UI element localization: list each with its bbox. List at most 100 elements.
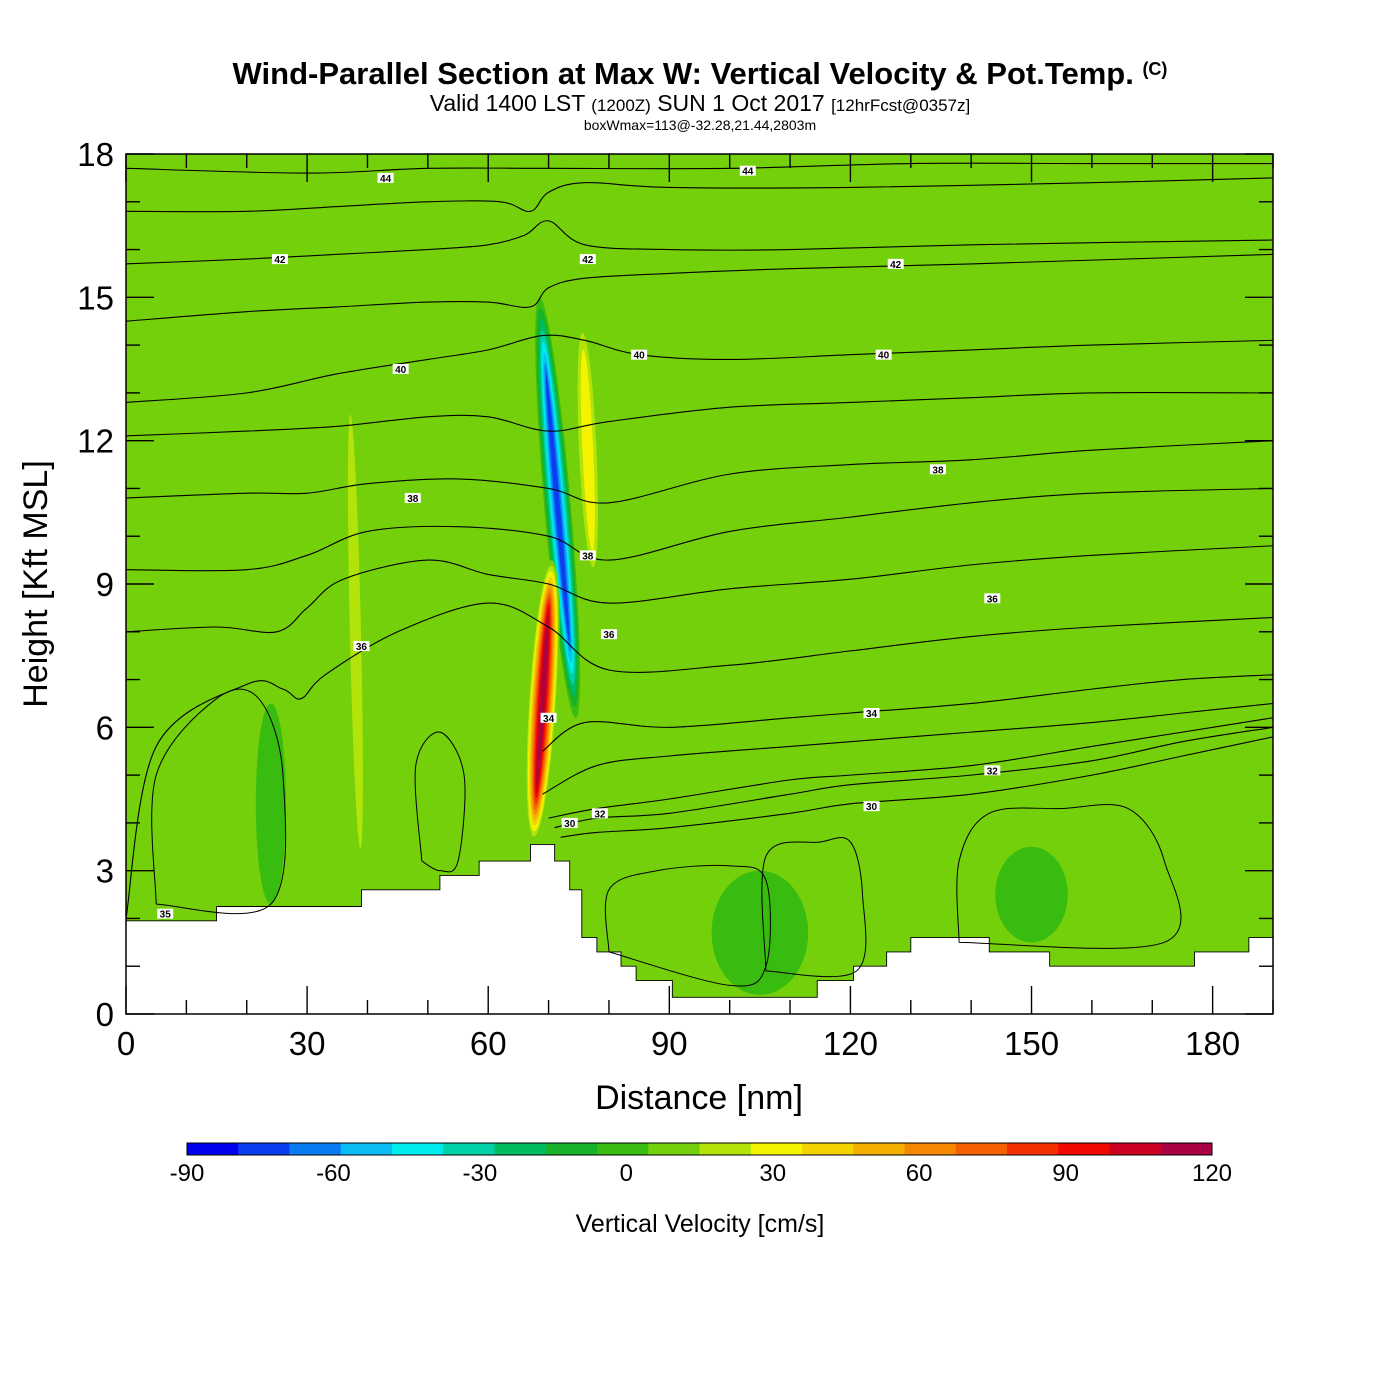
w-level-band-7-1 <box>1096 488 1148 919</box>
contour-label-bg <box>887 258 904 269</box>
contour-label-44: 44 <box>739 165 756 178</box>
contour-label-text: 40 <box>395 365 407 376</box>
contour-label-text: 32 <box>594 809 606 820</box>
colorbar-swatch <box>1160 1143 1213 1155</box>
theta-contour-35 <box>126 602 1273 919</box>
valid-date: SUN 1 Oct 2017 <box>657 90 825 116</box>
colorbar-swatch <box>340 1143 393 1155</box>
contour-label-32: 32 <box>984 765 1001 777</box>
w-level-band-2-2 <box>347 414 363 850</box>
y-tick-label: 12 <box>77 423 114 460</box>
w-feature-updraft-core <box>525 560 560 843</box>
y-tick-label: 18 <box>77 136 114 173</box>
contour-label-30: 30 <box>863 801 880 813</box>
contour-label-text: 38 <box>407 494 419 505</box>
colorbar-tick-labels: -90 -60 -30 0 30 60 90 120 <box>170 1160 1232 1187</box>
contour-label-text: 44 <box>742 167 754 178</box>
x-tick-label: 90 <box>651 1025 688 1062</box>
w-feature-sink-2 <box>711 870 809 995</box>
theta-contour-43 <box>126 177 1273 213</box>
colorbar-swatch <box>853 1143 905 1155</box>
theta-contour-37 <box>126 487 1273 572</box>
contour-label-bg <box>591 808 608 819</box>
colorbar-swatch <box>494 1143 547 1155</box>
contour-label-bg <box>353 641 370 652</box>
contour-label-bg <box>863 708 880 718</box>
contour-label-text: 30 <box>564 819 576 830</box>
w-feature-band-4 <box>685 392 751 919</box>
contour-label-text: 44 <box>380 174 392 185</box>
colorbar-swatch <box>750 1143 803 1155</box>
x-tick-label: 0 <box>117 1025 135 1062</box>
contour-label-42: 42 <box>579 254 596 266</box>
contour-label-text: 38 <box>932 465 944 476</box>
contour-label-30: 30 <box>561 817 578 830</box>
contour-label-35: 35 <box>157 908 174 921</box>
contour-label-bg <box>392 364 409 374</box>
contour-label-34: 34 <box>863 708 880 720</box>
theta-contour-42 <box>126 220 1273 265</box>
contour-label-text: 34 <box>866 709 878 720</box>
contour-label-42: 42 <box>887 258 904 271</box>
w-level-band-3-1 <box>403 297 465 876</box>
velocity-field <box>126 154 1273 1014</box>
x-tick-label: 60 <box>470 1025 507 1062</box>
title-block: Wind-Parallel Section at Max W: Vertical… <box>0 52 1400 133</box>
contour-label-bg <box>875 349 892 360</box>
colorbar-frame <box>186 1142 1213 1156</box>
x-axis-ticks: 0 30 60 90 120 150 180 <box>117 154 1274 1062</box>
theta-contour-39 <box>126 391 1273 437</box>
colorbar-tick-label: 60 <box>906 1160 933 1187</box>
theta-contour-32 <box>548 717 1273 819</box>
colorbar-tick-label: 30 <box>759 1160 786 1187</box>
w-feature-sink-1 <box>255 703 286 905</box>
contour-label-36: 36 <box>984 593 1001 605</box>
contour-label-bg <box>579 254 596 265</box>
w-level-sink-1-1 <box>255 703 286 905</box>
copyright-mark: (C) <box>1142 59 1168 79</box>
contour-label-40: 40 <box>392 364 409 376</box>
contour-label-36: 36 <box>600 629 617 641</box>
contour-label-bg <box>929 464 946 475</box>
velocity-contours <box>151 688 1182 987</box>
w-level-band-5-1 <box>784 345 844 895</box>
colorbar-tick-label: 90 <box>1052 1160 1079 1187</box>
colorbar-swatch <box>904 1143 957 1155</box>
colorbar-tick-label: 120 <box>1192 1160 1232 1187</box>
colorbar-swatch <box>648 1143 700 1155</box>
w-feature-band-2 <box>344 368 367 895</box>
contour-label-bg <box>157 908 174 919</box>
x-tick-label: 120 <box>823 1025 878 1062</box>
w-level-upper-updraft-3 <box>580 349 595 551</box>
w-contour-5 <box>956 803 1182 949</box>
contour-label-text: 36 <box>603 630 615 641</box>
contour-label-text: 30 <box>866 802 878 813</box>
contour-label-bg <box>863 801 880 812</box>
w-feature-band-3 <box>403 297 465 876</box>
x-axis-label: Distance [nm] <box>595 1079 803 1117</box>
w-contour-4 <box>761 837 867 978</box>
w-level-downdraft-core-8 <box>545 374 570 641</box>
forecast-info: [12hrFcst@0357z] <box>831 96 971 115</box>
w-feature-sink-3 <box>995 846 1068 943</box>
w-contour-1 <box>151 688 287 915</box>
contour-label-text: 40 <box>878 351 890 362</box>
colorbar-swatch <box>1058 1143 1110 1155</box>
y-tick-label: 15 <box>77 279 114 316</box>
contour-label-bg <box>271 254 288 265</box>
w-feature-band-7 <box>1096 488 1148 919</box>
theta-contour-31 <box>554 726 1273 829</box>
colorbar-tick-label: 0 <box>620 1160 633 1187</box>
contour-label-bg <box>540 712 557 723</box>
theta-contour-40 <box>126 334 1273 403</box>
colorbar-swatch <box>238 1143 290 1155</box>
box-wmax-info: boxWmax=113@-32.28,21.44,2803m <box>583 117 817 133</box>
y-tick-label: 3 <box>96 853 114 890</box>
contour-label-text: 35 <box>160 910 172 921</box>
x-tick-label: 180 <box>1185 1025 1240 1062</box>
contour-label-text: 42 <box>582 255 594 266</box>
colorbar-swatch <box>955 1143 1008 1155</box>
w-level-sink-2-1 <box>711 870 809 995</box>
w-level-sink-3-1 <box>995 846 1068 943</box>
